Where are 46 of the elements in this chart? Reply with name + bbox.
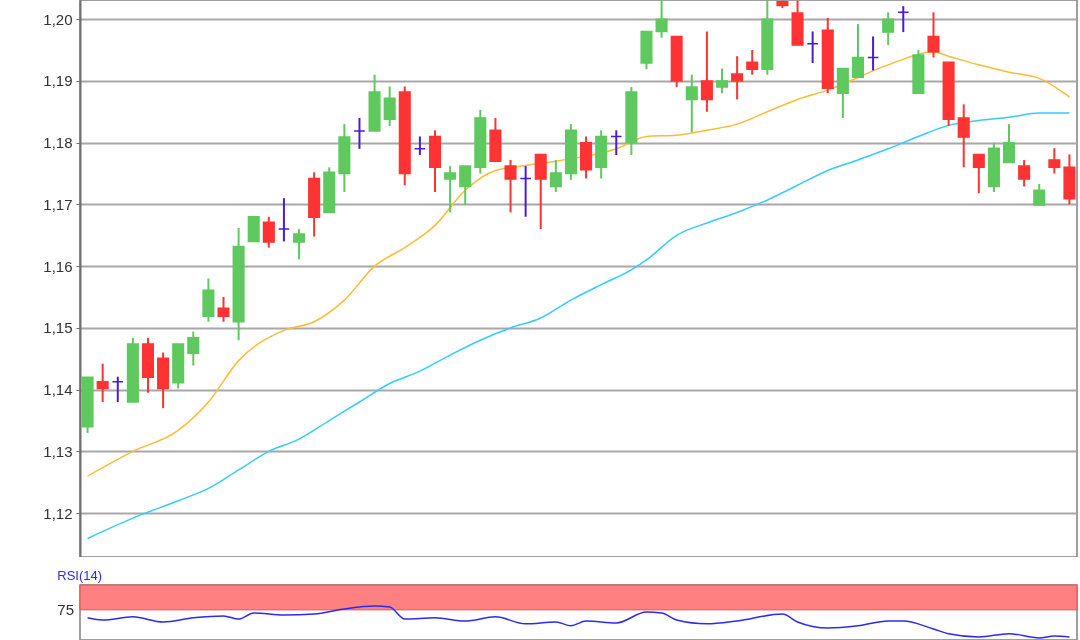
candlestick [927, 11, 940, 59]
y-tick-label: 1,17 [43, 195, 73, 213]
candlestick [111, 375, 124, 403]
candlestick [806, 30, 819, 64]
candlestick [519, 165, 532, 218]
candlestick [746, 49, 759, 76]
candlestick [1033, 183, 1046, 207]
candlestick [549, 158, 562, 194]
y-tick-label: 1,14 [43, 381, 73, 399]
candlestick [353, 116, 366, 150]
candlestick [383, 85, 396, 127]
candlestick [655, 0, 668, 39]
candlestick [700, 30, 713, 113]
candlestick [610, 129, 623, 156]
candlestick [262, 215, 275, 249]
candlestick [504, 158, 517, 214]
candlestick [1048, 147, 1061, 175]
line-series [86, 112, 1071, 540]
candlestick [459, 165, 472, 207]
candlestick [867, 35, 880, 72]
candlestick [685, 73, 698, 134]
candlestick [715, 67, 729, 95]
candlestick [96, 362, 109, 403]
candlestick [444, 165, 457, 214]
candlestick [187, 330, 200, 367]
candlestick [731, 55, 744, 101]
y-tick-label: 1,18 [43, 134, 73, 152]
y-tick-label: 1,16 [43, 257, 73, 275]
candlestick [1018, 158, 1031, 188]
candlestick [1002, 123, 1016, 164]
y-tick-label: 1,13 [43, 442, 73, 460]
y-tick-label: 1,20 [43, 10, 73, 28]
candlestick [413, 135, 426, 156]
candlestick [957, 103, 970, 169]
chart-title: RSI(14) [57, 567, 103, 583]
candlestick [277, 197, 290, 243]
candlestick [972, 153, 985, 195]
y-tick-label: 1,12 [43, 504, 73, 522]
candlestick [897, 5, 910, 34]
candlestick [882, 11, 895, 47]
y-tick-label: 1,19 [43, 72, 73, 90]
candlestick [851, 23, 864, 79]
candlestick [217, 296, 230, 323]
band-label: 75 [57, 600, 74, 618]
y-tick-label: 1,15 [43, 319, 73, 337]
candlestick [293, 228, 306, 261]
